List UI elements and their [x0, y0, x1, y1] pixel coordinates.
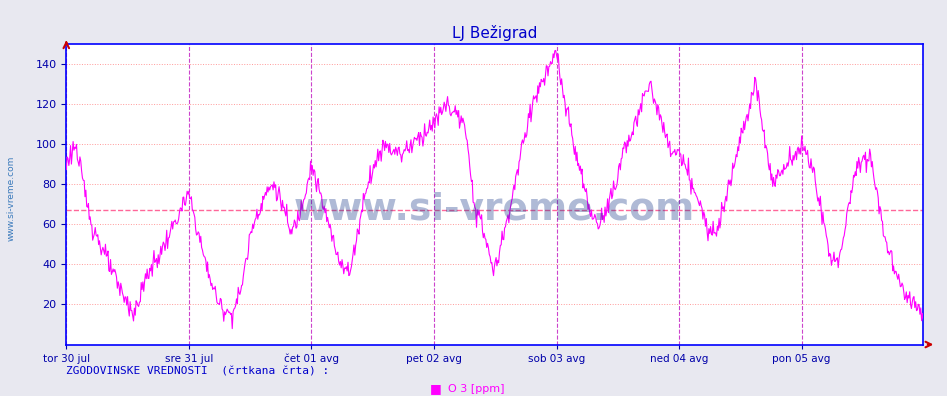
Text: www.si-vreme.com: www.si-vreme.com [295, 191, 695, 227]
Text: ZGODOVINSKE VREDNOSTI  (črtkana črta) :: ZGODOVINSKE VREDNOSTI (črtkana črta) : [66, 366, 330, 376]
Text: www.si-vreme.com: www.si-vreme.com [7, 155, 16, 241]
Title: LJ Bežigrad: LJ Bežigrad [452, 25, 538, 41]
Text: O 3 [ppm]: O 3 [ppm] [448, 384, 505, 394]
Text: ■: ■ [430, 383, 441, 395]
